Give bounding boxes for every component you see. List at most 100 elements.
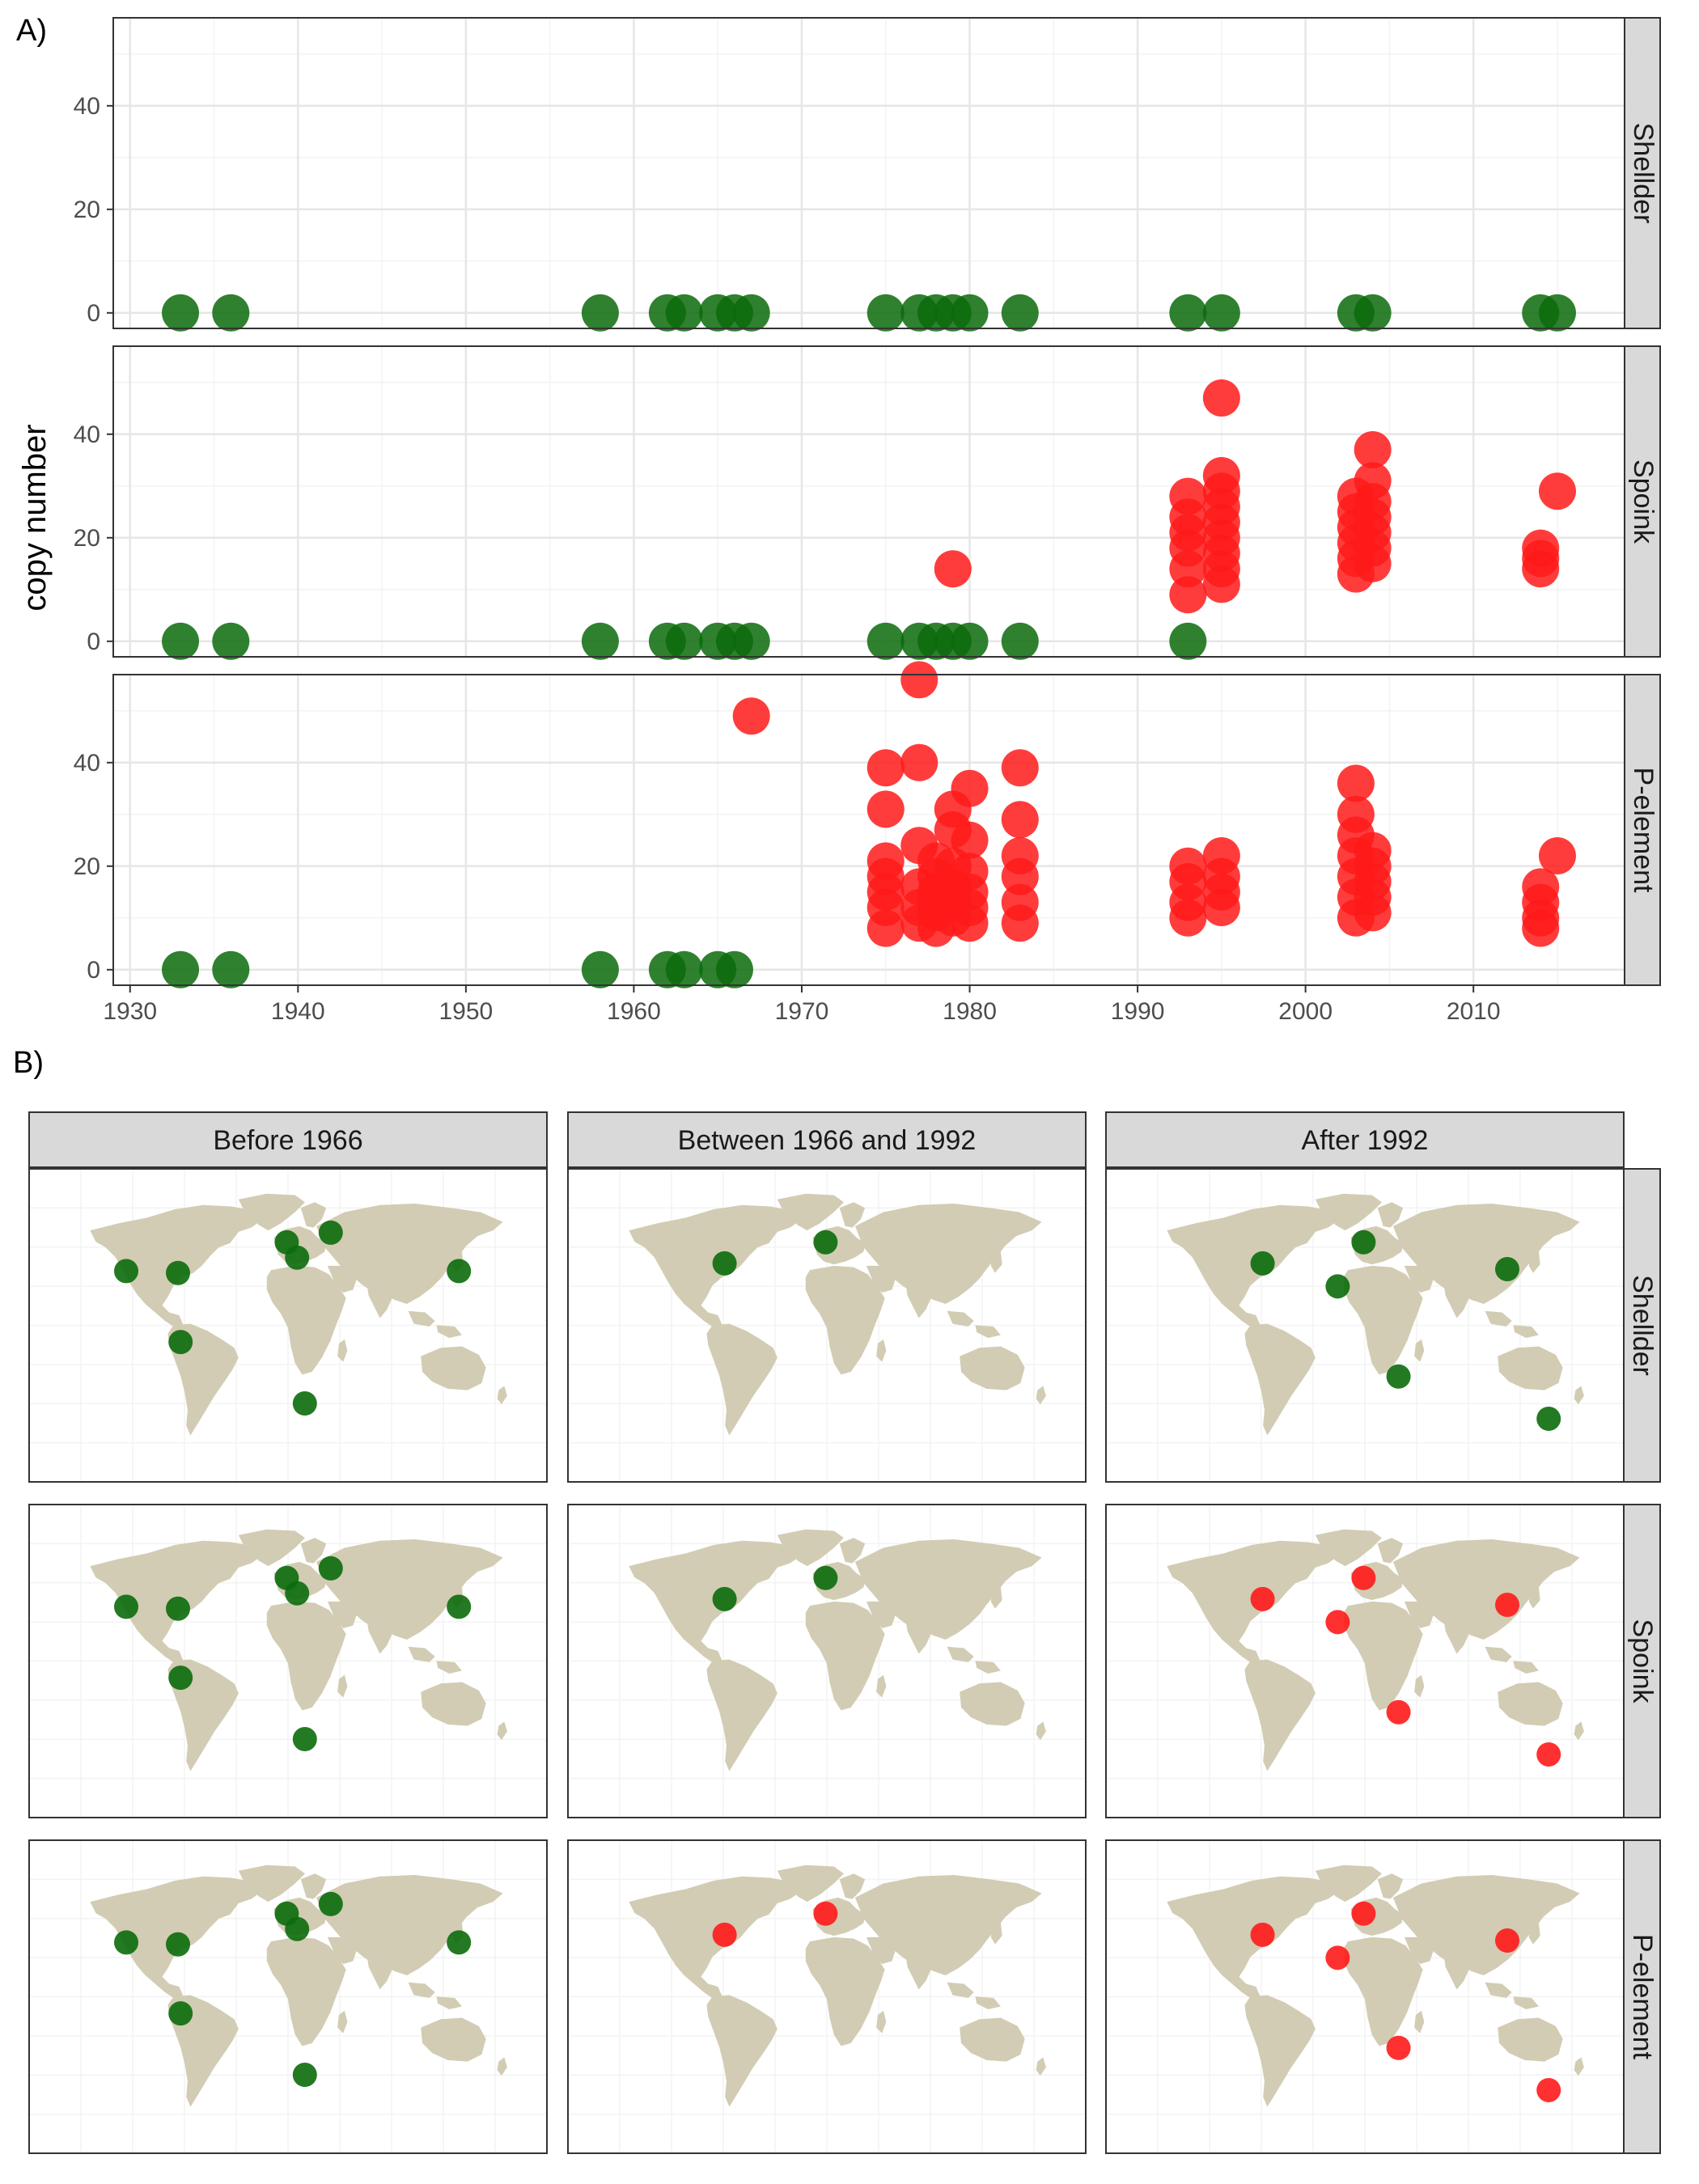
data-point bbox=[318, 1220, 343, 1245]
map-border bbox=[567, 1839, 1087, 2154]
data-point bbox=[732, 697, 770, 735]
map-panel bbox=[1105, 1504, 1625, 1818]
data-point bbox=[900, 661, 938, 699]
data-point bbox=[866, 622, 905, 660]
y-axis-label: copy number bbox=[17, 424, 53, 611]
row-strip: Spoink bbox=[1623, 1504, 1661, 1818]
data-point bbox=[715, 950, 753, 988]
map-panel bbox=[567, 1839, 1087, 2154]
map-panel bbox=[28, 1839, 548, 2154]
data-point bbox=[114, 1594, 138, 1619]
data-point bbox=[1337, 764, 1375, 802]
panel-a-tag: A) bbox=[16, 14, 47, 48]
x-tick-label: 1930 bbox=[103, 998, 157, 1025]
data-point bbox=[1202, 837, 1240, 874]
y-tick-label: 0 bbox=[87, 629, 100, 655]
data-point bbox=[1325, 1945, 1350, 1970]
data-point bbox=[712, 1251, 737, 1276]
data-point bbox=[1169, 847, 1207, 885]
data-point bbox=[1250, 1586, 1275, 1611]
data-point bbox=[1202, 379, 1240, 417]
row-strip-label: Spoink bbox=[1627, 1619, 1658, 1704]
data-point bbox=[212, 294, 250, 332]
column-strip-box bbox=[567, 1111, 1087, 1168]
map-border bbox=[567, 1504, 1087, 1818]
y-tick-label: 0 bbox=[87, 957, 100, 984]
x-tick-label: 2000 bbox=[1278, 998, 1333, 1025]
column-strip-box bbox=[28, 1111, 548, 1168]
map-border bbox=[1105, 1504, 1625, 1818]
row-strip-label: Shellder bbox=[1627, 1275, 1658, 1376]
data-point bbox=[1522, 529, 1560, 567]
data-point bbox=[665, 294, 703, 332]
data-point bbox=[1386, 2035, 1411, 2060]
data-point bbox=[1202, 294, 1240, 332]
row-strip: Shellder bbox=[1623, 1168, 1661, 1483]
data-point bbox=[900, 743, 938, 781]
data-point bbox=[665, 950, 703, 988]
data-point bbox=[813, 1565, 838, 1590]
data-point bbox=[1536, 2077, 1561, 2102]
data-point bbox=[1386, 1364, 1411, 1389]
data-point bbox=[712, 1922, 737, 1947]
row-strip-box bbox=[1623, 1168, 1661, 1483]
data-point bbox=[162, 950, 200, 988]
data-point bbox=[866, 790, 905, 828]
y-tick-label: 20 bbox=[74, 197, 100, 223]
y-tick-label: 40 bbox=[74, 750, 100, 777]
data-point bbox=[292, 2062, 317, 2087]
column-strip-label: After 1992 bbox=[1302, 1125, 1429, 1156]
x-tick-label: 1990 bbox=[1111, 998, 1165, 1025]
map-border bbox=[28, 1168, 548, 1483]
panel-b-tag: B) bbox=[13, 1046, 44, 1080]
data-point bbox=[934, 550, 972, 588]
facet-strip bbox=[1624, 674, 1661, 986]
data-point bbox=[951, 821, 989, 859]
data-point bbox=[665, 622, 703, 660]
data-point bbox=[866, 294, 905, 332]
data-point bbox=[1001, 883, 1039, 921]
data-point bbox=[1001, 801, 1039, 839]
map-panel bbox=[28, 1168, 548, 1483]
data-point bbox=[1495, 1928, 1519, 1953]
data-point bbox=[1169, 576, 1207, 614]
column-strip: After 1992 bbox=[1105, 1111, 1625, 1168]
map-panel bbox=[1105, 1839, 1625, 2154]
data-point bbox=[951, 853, 989, 891]
data-point bbox=[712, 1586, 737, 1611]
data-point bbox=[732, 294, 770, 332]
data-point bbox=[1495, 1256, 1519, 1281]
facet-strip bbox=[1624, 17, 1661, 329]
data-point bbox=[1536, 1406, 1561, 1431]
row-strip-box bbox=[1623, 1504, 1661, 1818]
facet-strip-label: Spoink bbox=[1628, 459, 1659, 544]
data-point bbox=[581, 294, 619, 332]
data-point bbox=[1169, 477, 1207, 515]
y-tick-label: 20 bbox=[74, 853, 100, 880]
plot-background bbox=[113, 675, 1625, 985]
x-tick-label: 2010 bbox=[1447, 998, 1501, 1025]
data-point bbox=[1354, 294, 1392, 332]
data-point bbox=[1325, 1274, 1350, 1299]
row-strip-label: P-element bbox=[1627, 1934, 1658, 2060]
data-point bbox=[813, 1901, 838, 1926]
facet-strip-label: Shellder bbox=[1628, 123, 1659, 224]
data-point bbox=[1354, 544, 1392, 582]
data-point bbox=[1495, 1592, 1519, 1617]
x-tick-label: 1970 bbox=[775, 998, 829, 1025]
map-border bbox=[567, 1168, 1087, 1483]
data-point bbox=[866, 842, 905, 880]
row-strip-box bbox=[1623, 1839, 1661, 2154]
data-point bbox=[162, 622, 200, 660]
y-tick-label: 40 bbox=[74, 421, 100, 448]
data-point bbox=[447, 1594, 472, 1619]
data-point bbox=[285, 1581, 310, 1606]
column-strip: Between 1966 and 1992 bbox=[567, 1111, 1087, 1168]
data-point bbox=[1001, 294, 1039, 332]
data-point bbox=[1001, 837, 1039, 874]
y-tick-label: 20 bbox=[74, 525, 100, 552]
row-strip: P-element bbox=[1623, 1839, 1661, 2154]
data-point bbox=[162, 294, 200, 332]
column-strip-label: Between 1966 and 1992 bbox=[678, 1125, 977, 1156]
data-point bbox=[951, 769, 989, 807]
